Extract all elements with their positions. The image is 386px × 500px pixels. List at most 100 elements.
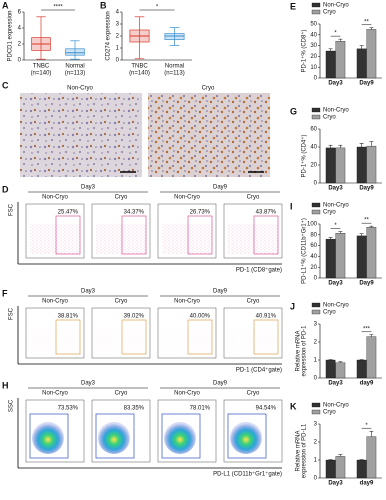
box bbox=[65, 48, 85, 56]
x-tick-label: Day3 bbox=[328, 186, 343, 192]
y-tick-label: 60 bbox=[310, 127, 317, 133]
significance-label: * bbox=[365, 423, 368, 429]
x-tick-sublabel: (n=140) bbox=[129, 71, 150, 77]
group-label: Non-Cryo bbox=[42, 195, 68, 201]
density bbox=[32, 422, 64, 454]
panel-label: F bbox=[2, 288, 8, 298]
x-tick-label: day9 bbox=[360, 481, 374, 487]
gate-percentage: 94.54% bbox=[256, 406, 277, 412]
legend-swatch bbox=[311, 107, 321, 113]
significance-label: ** bbox=[364, 19, 369, 25]
y-tick-label: 80 bbox=[310, 232, 317, 238]
group-label: Non-Cryo bbox=[174, 195, 200, 201]
y-tick-label: 3 bbox=[314, 322, 318, 328]
y-tick-label: 0 bbox=[18, 58, 22, 64]
y-axis-label: expression of PD-1 bbox=[302, 325, 308, 377]
gate-percentage: 34.37% bbox=[124, 210, 145, 216]
group-label: Non-Cryo bbox=[42, 299, 68, 305]
legend-swatch bbox=[311, 402, 321, 408]
gate bbox=[95, 413, 135, 459]
legend-swatch bbox=[311, 309, 321, 315]
panel-label: J bbox=[290, 301, 295, 311]
y-axis-label: PD-1⁺% (CD4⁺) bbox=[301, 134, 308, 177]
panel-label: H bbox=[2, 380, 9, 390]
group-label: Cryo bbox=[202, 86, 215, 92]
bar bbox=[366, 145, 377, 184]
legend-label: Cryo bbox=[323, 410, 336, 416]
y-tick-label: 4 bbox=[116, 10, 120, 16]
x-axis-label: PD-1 (CD4⁺gate) bbox=[236, 367, 282, 374]
legend-swatch bbox=[311, 302, 321, 308]
y-axis-label: PD-L1⁺% (CD11b⁺Gr1⁺) bbox=[301, 218, 308, 284]
x-tick-label: Day9 bbox=[359, 186, 374, 192]
group-label: Non-Cryo bbox=[42, 391, 68, 397]
gate-percentage: 38.81% bbox=[58, 314, 79, 320]
gate bbox=[187, 319, 213, 355]
panel-label: G bbox=[290, 106, 297, 116]
gate-percentage: 73.53% bbox=[58, 406, 79, 412]
bar bbox=[356, 146, 367, 184]
legend-label: Cryo bbox=[323, 115, 336, 121]
bar bbox=[325, 50, 336, 79]
y-tick-label: 4 bbox=[18, 26, 22, 32]
y-tick-label: 2 bbox=[18, 42, 22, 48]
y-axis-label: CD274 expression bbox=[106, 11, 112, 60]
y-tick-label: 0 bbox=[116, 58, 120, 64]
gate-percentage: 83.35% bbox=[124, 406, 145, 412]
group-label: Non-Cryo bbox=[174, 299, 200, 305]
legend-swatch bbox=[311, 9, 321, 15]
y-tick-label: 6 bbox=[18, 10, 22, 16]
legend-swatch bbox=[311, 209, 321, 215]
legend-swatch bbox=[311, 409, 321, 415]
bar bbox=[335, 233, 346, 279]
gate bbox=[121, 319, 147, 355]
gate-percentage: 40.00% bbox=[190, 314, 211, 320]
y-tick-label: 60 bbox=[310, 243, 317, 249]
y-tick-label: 40 bbox=[310, 32, 317, 38]
y-tick-label: 3 bbox=[314, 422, 318, 428]
y-tick-label: 0 bbox=[314, 76, 318, 82]
y-axis-label: FSC bbox=[9, 307, 15, 320]
bar bbox=[335, 362, 346, 379]
timepoint-label: Day9 bbox=[213, 289, 228, 295]
y-tick-label: 0 bbox=[314, 476, 318, 482]
x-tick-sublabel: (n=113) bbox=[164, 71, 184, 77]
ihc-image bbox=[20, 93, 142, 177]
y-axis-label: PD-1⁺% (CD8⁺) bbox=[301, 29, 308, 72]
x-tick-label: Day3 bbox=[328, 81, 343, 87]
legend-label: Non-Cryo bbox=[323, 3, 349, 9]
gate-percentage: 40.91% bbox=[256, 314, 277, 320]
y-tick-label: 1 bbox=[116, 46, 120, 52]
bar bbox=[335, 147, 346, 184]
y-axis-label: Relative mRNA bbox=[296, 330, 302, 371]
gate bbox=[161, 413, 201, 459]
group-label: Cryo bbox=[115, 299, 128, 305]
bar bbox=[335, 456, 346, 479]
x-tick-sublabel: (n=113) bbox=[65, 71, 85, 77]
bar bbox=[366, 436, 377, 479]
group-label: Cryo bbox=[247, 299, 260, 305]
y-tick-label: 2 bbox=[314, 440, 318, 446]
bar bbox=[356, 48, 367, 79]
panel-label: B bbox=[100, 0, 107, 10]
events bbox=[96, 224, 146, 254]
bar bbox=[366, 227, 377, 279]
bar bbox=[366, 336, 377, 379]
y-tick-label: 40 bbox=[310, 254, 317, 260]
events bbox=[162, 224, 212, 254]
x-tick-label: Day3 bbox=[328, 381, 343, 387]
legend-label: Non-Cryo bbox=[323, 403, 349, 409]
y-tick-label: 20 bbox=[310, 265, 317, 271]
group-label: Non-Cryo bbox=[67, 86, 93, 92]
group-label: Cryo bbox=[247, 195, 260, 201]
events bbox=[228, 224, 278, 254]
events bbox=[162, 328, 212, 354]
gate bbox=[253, 215, 279, 255]
x-tick-label: Day9 bbox=[359, 81, 374, 87]
significance-label: * bbox=[156, 5, 159, 11]
timepoint-label: Day9 bbox=[213, 185, 228, 191]
gate-percentage: 43.87% bbox=[256, 210, 277, 216]
y-tick-label: 40 bbox=[310, 145, 317, 151]
gate-percentage: 39.02% bbox=[124, 314, 145, 320]
